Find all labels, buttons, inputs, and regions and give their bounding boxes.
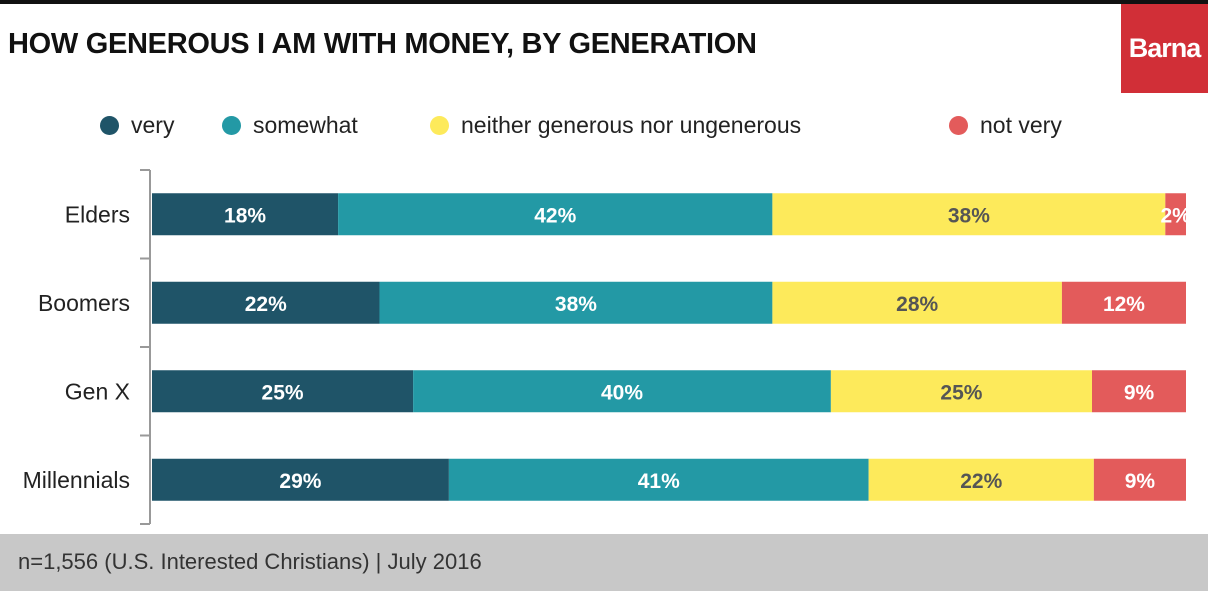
bar-segment xyxy=(772,281,1062,324)
legend-label: very xyxy=(131,112,175,138)
legend-item-somewhat: somewhat xyxy=(222,112,358,139)
legend-item-neither: neither generous nor ungenerous xyxy=(430,112,801,139)
bar-segment xyxy=(1061,281,1186,324)
bar-segment xyxy=(413,370,831,413)
data-label: 41% xyxy=(638,470,680,493)
bar-segment xyxy=(152,458,449,501)
barna-logo: Barna xyxy=(1121,4,1208,93)
data-label: 22% xyxy=(960,470,1002,493)
data-label: 38% xyxy=(555,293,597,316)
top-rule xyxy=(0,0,1208,4)
category-label: Elders xyxy=(65,201,130,227)
bar-segment xyxy=(152,281,380,324)
legend-label: somewhat xyxy=(253,112,358,138)
data-label: 9% xyxy=(1124,381,1155,404)
legend-item-not-very: not very xyxy=(949,112,1062,139)
bar-segment xyxy=(1165,193,1186,236)
bar-segment xyxy=(868,458,1094,501)
category-label: Millennials xyxy=(23,467,130,493)
legend-label: neither generous nor ungenerous xyxy=(461,112,802,138)
bar-segment xyxy=(772,193,1166,236)
bar-segment xyxy=(1092,370,1186,413)
stacked-bar-chart: Elders 18% 42% 38% 2% Boomers 22% 38% 28% 12% Gen … xyxy=(22,169,1191,525)
bar-segment xyxy=(830,370,1092,413)
bar-segment xyxy=(152,370,414,413)
data-label: 22% xyxy=(245,293,287,316)
legend-swatch xyxy=(222,116,241,135)
category-label: Boomers xyxy=(38,290,130,316)
data-label: 25% xyxy=(940,381,982,404)
data-label: 28% xyxy=(896,293,938,316)
data-label: 29% xyxy=(279,470,321,493)
category-label: Gen X xyxy=(65,378,130,404)
bar-segment xyxy=(338,193,773,236)
footnote: n=1,556 (U.S. Interested Christians) | J… xyxy=(18,549,482,574)
legend-item-very: very xyxy=(100,112,174,139)
data-label: 40% xyxy=(601,381,643,404)
data-label: 25% xyxy=(262,381,304,404)
bar-segment xyxy=(1093,458,1186,501)
data-label: 42% xyxy=(534,204,576,227)
bar-segment xyxy=(152,193,339,236)
legend: very somewhat neither generous nor ungen… xyxy=(0,112,1208,142)
data-label: 18% xyxy=(224,204,266,227)
chart-title: HOW GENEROUS I AM WITH MONEY, BY GENERAT… xyxy=(8,28,757,60)
bar-segment xyxy=(448,458,869,501)
footer: n=1,556 (U.S. Interested Christians) | J… xyxy=(0,534,1208,591)
bar-segment xyxy=(379,281,773,324)
data-label: 38% xyxy=(948,204,990,227)
data-label: 9% xyxy=(1125,470,1156,493)
legend-label: not very xyxy=(980,112,1062,138)
data-label: 2% xyxy=(1160,204,1191,227)
legend-swatch xyxy=(100,116,119,135)
legend-swatch xyxy=(430,116,449,135)
data-label: 12% xyxy=(1103,293,1145,316)
legend-swatch xyxy=(949,116,968,135)
